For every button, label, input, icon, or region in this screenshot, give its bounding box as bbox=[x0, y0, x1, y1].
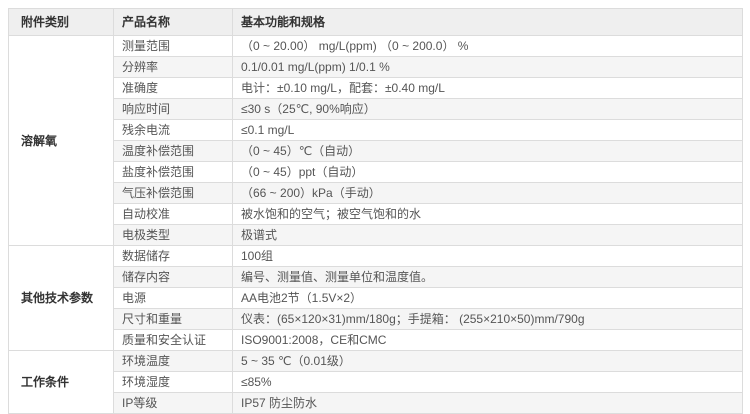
category-cell: 溶解氧 bbox=[8, 35, 114, 246]
product-spec-table: 附件类别 产品名称 基本功能和规格 溶解氧 测量范围 （0 ~ 20.00） mg/… bbox=[8, 8, 743, 414]
spec-name-cell: 测量范围 bbox=[113, 35, 233, 57]
spec-value-cell: 5 ~ 35 ℃（0.01级） bbox=[232, 350, 743, 372]
spec-name-cell: IP等级 bbox=[113, 392, 233, 414]
spec-value-cell: 仪表：(65×120×31)mm/180g；手提箱： (255×210×50)m… bbox=[232, 308, 743, 330]
spec-value-cell: （66 ~ 200）kPa（手动） bbox=[232, 182, 743, 204]
spec-value-cell: ISO9001:2008，CE和CMC bbox=[232, 329, 743, 351]
table-row: 电源 AA电池2节（1.5V×2） bbox=[9, 287, 743, 309]
spec-value-cell: 电计：±0.10 mg/L，配套：±0.40 mg/L bbox=[232, 77, 743, 99]
spec-value-cell: AA电池2节（1.5V×2） bbox=[232, 287, 743, 309]
spec-name-cell: 响应时间 bbox=[113, 98, 233, 120]
table-row: 其他技术参数 数据储存 100组 bbox=[8, 245, 743, 351]
spec-name-cell: 数据储存 bbox=[113, 245, 233, 267]
spec-value-cell: ≤30 s（25℃, 90%响应） bbox=[232, 98, 743, 120]
spec-table-body: 溶解氧 测量范围 （0 ~ 20.00） mg/L(ppm) （0 ~ 200.0）… bbox=[8, 35, 743, 414]
table-row: 响应时间 ≤30 s（25℃, 90%响应） bbox=[9, 98, 743, 120]
spec-value-cell: 被水饱和的空气；被空气饱和的水 bbox=[232, 203, 743, 225]
spec-name-cell: 残余电流 bbox=[113, 119, 233, 141]
table-row: 储存内容 编号、测量值、测量单位和温度值。 bbox=[9, 266, 743, 288]
spec-name-cell: 环境湿度 bbox=[113, 371, 233, 393]
spec-value-cell: 100组 bbox=[232, 245, 743, 267]
table-row: 残余电流 ≤0.1 mg/L bbox=[9, 119, 743, 141]
table-row: 自动校准 被水饱和的空气；被空气饱和的水 bbox=[9, 203, 743, 225]
spec-name-cell: 储存内容 bbox=[113, 266, 233, 288]
spec-name-cell: 电极类型 bbox=[113, 224, 233, 246]
column-header-basic-functions-specs: 基本功能和规格 bbox=[232, 8, 743, 36]
table-row: 尺寸和重量 仪表：(65×120×31)mm/180g；手提箱： (255×210… bbox=[9, 308, 743, 330]
table-row: 溶解氧 测量范围 （0 ~ 20.00） mg/L(ppm) （0 ~ 200.0）… bbox=[8, 35, 743, 246]
category-cell: 其他技术参数 bbox=[8, 245, 114, 351]
spec-value-cell: IP57 防尘防水 bbox=[232, 392, 743, 414]
spec-value-cell: ≤85% bbox=[232, 371, 743, 393]
spec-name-cell: 分辨率 bbox=[113, 56, 233, 78]
spec-value-cell: （0 ~ 45）℃（自动） bbox=[232, 140, 743, 162]
spec-name-cell: 温度补偿范围 bbox=[113, 140, 233, 162]
spec-name-cell: 环境温度 bbox=[113, 350, 233, 372]
spec-value-cell: （0 ~ 20.00） mg/L(ppm) （0 ~ 200.0） % bbox=[232, 35, 743, 57]
table-row: 质量和安全认证 ISO9001:2008，CE和CMC bbox=[9, 329, 743, 351]
table-row: 电极类型 极谱式 bbox=[9, 224, 743, 246]
spec-value-cell: ≤0.1 mg/L bbox=[232, 119, 743, 141]
table-row: 分辨率 0.1/0.01 mg/L(ppm) 1/0.1 % bbox=[9, 56, 743, 78]
spec-value-cell: 极谱式 bbox=[232, 224, 743, 246]
table-row: 盐度补偿范围 （0 ~ 45）ppt（自动） bbox=[9, 161, 743, 183]
column-header-accessory-category: 附件类别 bbox=[8, 8, 114, 36]
spec-name-cell: 自动校准 bbox=[113, 203, 233, 225]
table-row: 工作条件 环境温度 5 ~ 35 ℃（0.01级） bbox=[8, 350, 743, 414]
spec-value-cell: 0.1/0.01 mg/L(ppm) 1/0.1 % bbox=[232, 56, 743, 78]
spec-name-cell: 电源 bbox=[113, 287, 233, 309]
spec-name-cell: 尺寸和重量 bbox=[113, 308, 233, 330]
table-header-row: 附件类别 产品名称 基本功能和规格 bbox=[8, 8, 743, 36]
spec-name-cell: 气压补偿范围 bbox=[113, 182, 233, 204]
table-row: 温度补偿范围 （0 ~ 45）℃（自动） bbox=[9, 140, 743, 162]
spec-value-cell: （0 ~ 45）ppt（自动） bbox=[232, 161, 743, 183]
spec-name-cell: 质量和安全认证 bbox=[113, 329, 233, 351]
column-header-product-name: 产品名称 bbox=[113, 8, 233, 36]
table-row: 气压补偿范围 （66 ~ 200）kPa（手动） bbox=[9, 182, 743, 204]
spec-value-cell: 编号、测量值、测量单位和温度值。 bbox=[232, 266, 743, 288]
spec-name-cell: 盐度补偿范围 bbox=[113, 161, 233, 183]
spec-name-cell: 准确度 bbox=[113, 77, 233, 99]
table-row: IP等级 IP57 防尘防水 bbox=[9, 392, 743, 414]
table-row: 准确度 电计：±0.10 mg/L，配套：±0.40 mg/L bbox=[9, 77, 743, 99]
table-row: 环境湿度 ≤85% bbox=[9, 371, 743, 393]
category-cell: 工作条件 bbox=[8, 350, 114, 414]
